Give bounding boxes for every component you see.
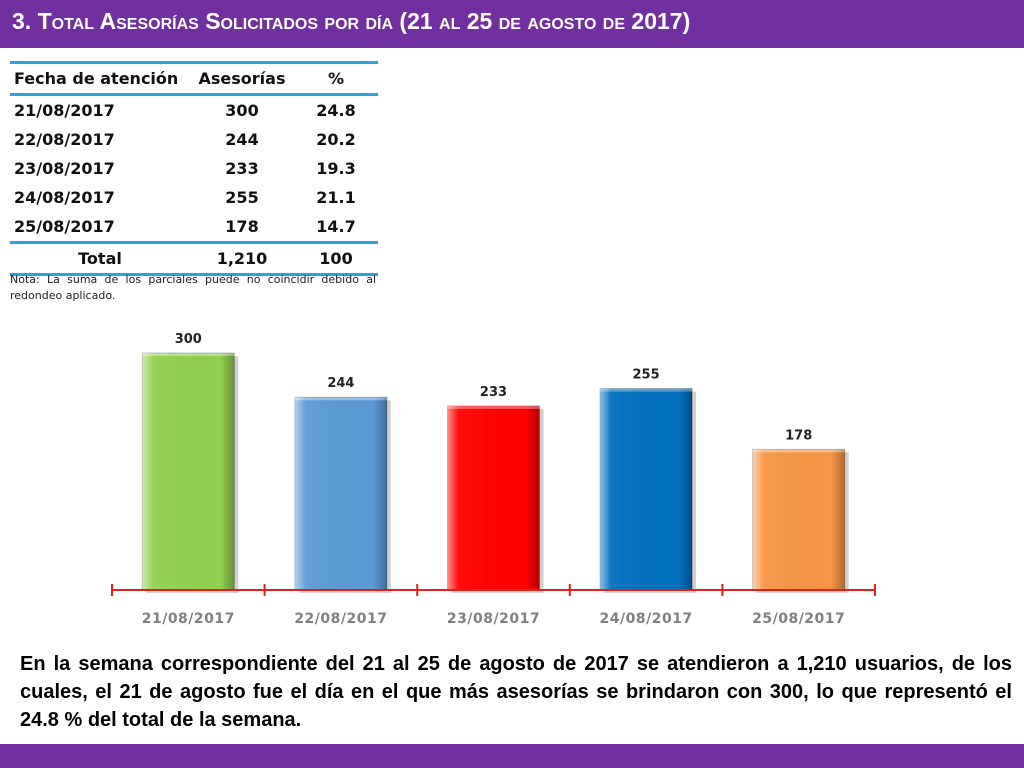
x-tick-label: 22/08/2017 [294,611,387,627]
row-count: 178 [225,217,259,236]
row-percent: 14.7 [316,217,356,236]
data-label: 255 [633,368,660,383]
bar-21/08/2017 [141,352,239,593]
footer-bar [0,744,1024,768]
table-row: 21/08/2017 300 24.8 [10,95,378,126]
rounding-note: Nota: La suma de los parciales puede no … [10,273,376,302]
total-count: 1,210 [216,249,268,268]
column-header-percent: % [327,69,345,88]
row-date: 22/08/2017 [14,130,115,149]
x-tick-label: 21/08/2017 [142,611,235,627]
row-count: 300 [225,101,259,120]
row-date: 21/08/2017 [14,101,115,120]
total-label: Total [78,249,122,268]
row-count: 233 [225,159,259,178]
table-row: 25/08/2017 178 14.7 [10,212,378,243]
table-row: 24/08/2017 255 21.1 [10,183,378,212]
data-label: 233 [480,385,507,400]
title-bar: 3. Total Asesorías Solicitados por día (… [0,0,1024,48]
row-percent: 21.1 [316,188,356,207]
bar-22/08/2017 [294,396,391,593]
bar-24/08/2017 [599,388,697,593]
table-header-row: Fecha de atención Asesorías % [10,62,378,95]
x-tick-label: 24/08/2017 [600,611,693,627]
table-row: 22/08/2017 244 20.2 [10,125,378,154]
bar-23/08/2017 [447,405,544,593]
row-date: 25/08/2017 [14,217,115,236]
row-count: 244 [225,130,259,149]
column-header-fecha: Fecha de atención [14,69,179,88]
bar-25/08/2017 [752,448,849,593]
table-total-row: Total 1,210 100 [10,242,378,275]
bar-chart: 300 244 233 255 178 21/08/2017 22/08/2017 23/0… [111,332,876,627]
x-tick-label: 23/08/2017 [447,611,540,627]
table-row: 23/08/2017 233 19.3 [10,154,378,183]
row-date: 23/08/2017 [14,159,115,178]
row-count: 255 [225,188,259,207]
column-header-asesorias: Asesorías [198,69,286,88]
summary-paragraph: En la semana correspondiente del 21 al 2… [20,653,1012,731]
total-percent: 100 [319,249,353,268]
page-title: 3. Total Asesorías Solicitados por día (… [12,8,691,34]
data-label: 178 [785,428,812,443]
asesorias-table: Fecha de atención Asesorías % 21/08/2017… [10,61,378,276]
row-percent: 20.2 [316,130,356,149]
row-percent: 24.8 [316,101,356,120]
x-tick-label: 25/08/2017 [752,611,845,627]
row-date: 24/08/2017 [14,188,115,207]
data-label: 300 [175,332,202,347]
row-percent: 19.3 [316,159,356,178]
data-label: 244 [327,376,354,391]
